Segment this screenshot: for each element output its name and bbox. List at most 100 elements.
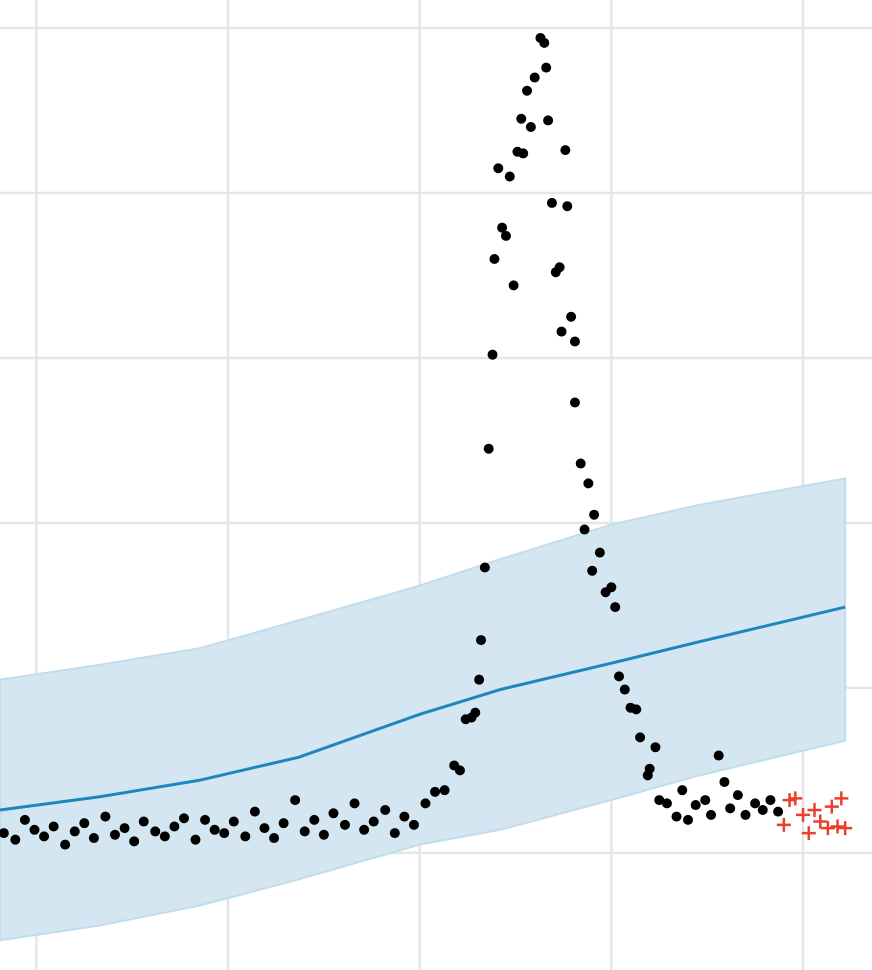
data-point: [88, 833, 99, 844]
data-point: [483, 443, 494, 454]
data-point: [150, 826, 161, 837]
data-point: [650, 742, 661, 753]
data-point: [219, 828, 230, 839]
data-point: [740, 809, 751, 820]
data-point: [129, 836, 140, 847]
forecast-point: [820, 821, 835, 836]
data-point: [278, 818, 289, 829]
data-point: [190, 834, 201, 845]
data-point: [69, 826, 80, 837]
data-point: [29, 824, 40, 835]
data-point: [299, 826, 310, 837]
data-point: [470, 707, 481, 718]
data-point: [719, 776, 730, 787]
forecast-point: [834, 791, 849, 806]
data-point: [359, 824, 370, 835]
data-point: [119, 823, 130, 834]
data-point: [454, 765, 465, 776]
data-point: [39, 831, 50, 842]
data-point: [439, 785, 450, 796]
data-point: [677, 785, 688, 796]
data-point: [389, 828, 400, 839]
data-point: [48, 821, 59, 832]
data-point: [159, 831, 170, 842]
data-point: [493, 163, 504, 174]
forecast-point: [796, 807, 811, 822]
data-point: [476, 635, 487, 646]
data-point: [497, 222, 508, 233]
data-point: [328, 808, 339, 819]
data-point: [259, 823, 270, 834]
data-point: [10, 834, 21, 845]
data-point: [522, 85, 533, 96]
data-point: [529, 72, 540, 83]
data-point: [178, 813, 189, 824]
data-point: [339, 819, 350, 830]
data-point: [79, 818, 90, 829]
data-point: [0, 828, 9, 839]
data-point: [644, 763, 655, 774]
data-point: [773, 806, 784, 817]
data-point: [560, 145, 571, 156]
data-point: [380, 804, 391, 815]
data-point: [487, 349, 498, 360]
data-point: [209, 824, 220, 835]
data-point: [228, 816, 239, 827]
data-point: [249, 806, 260, 817]
data-point: [504, 171, 515, 182]
data-point: [700, 795, 711, 806]
data-point: [554, 262, 565, 273]
data-point: [610, 602, 621, 613]
forecast-point: [788, 791, 803, 806]
data-point: [290, 795, 301, 806]
data-point: [683, 814, 694, 825]
data-point: [562, 201, 573, 212]
data-point: [569, 397, 580, 408]
data-point: [60, 839, 71, 850]
data-point: [516, 113, 527, 124]
data-point: [309, 814, 320, 825]
data-point: [594, 547, 605, 558]
forecast-point: [830, 819, 845, 834]
data-point: [713, 750, 724, 761]
data-point: [420, 798, 431, 809]
data-point: [606, 582, 617, 593]
data-point: [619, 684, 630, 695]
data-point: [543, 115, 554, 126]
data-point: [109, 829, 120, 840]
data-point: [569, 336, 580, 347]
data-point: [19, 814, 30, 825]
data-point: [631, 704, 642, 715]
data-point: [541, 62, 552, 73]
data-point: [318, 829, 329, 840]
forecast-point: [813, 814, 828, 829]
data-point: [661, 798, 672, 809]
data-point: [518, 148, 529, 159]
data-point: [500, 230, 511, 241]
data-point: [368, 816, 379, 827]
data-point: [399, 811, 410, 822]
data-point: [725, 803, 736, 814]
forecast-point: [807, 802, 822, 817]
uncertainty-band: [0, 477, 847, 942]
forecast-point: [801, 826, 816, 841]
data-point: [546, 197, 557, 208]
data-point: [489, 253, 500, 264]
data-point: [269, 833, 280, 844]
data-point: [654, 795, 665, 806]
data-point: [583, 478, 594, 489]
data-point: [430, 786, 441, 797]
data-point: [587, 565, 598, 576]
data-point: [100, 811, 111, 822]
data-point: [579, 524, 590, 535]
data-point: [408, 819, 419, 830]
data-point: [614, 671, 625, 682]
data-point: [750, 798, 761, 809]
data-point: [671, 811, 682, 822]
data-point: [349, 798, 360, 809]
data-point: [635, 732, 646, 743]
forecast-point: [824, 799, 839, 814]
data-point: [765, 795, 776, 806]
